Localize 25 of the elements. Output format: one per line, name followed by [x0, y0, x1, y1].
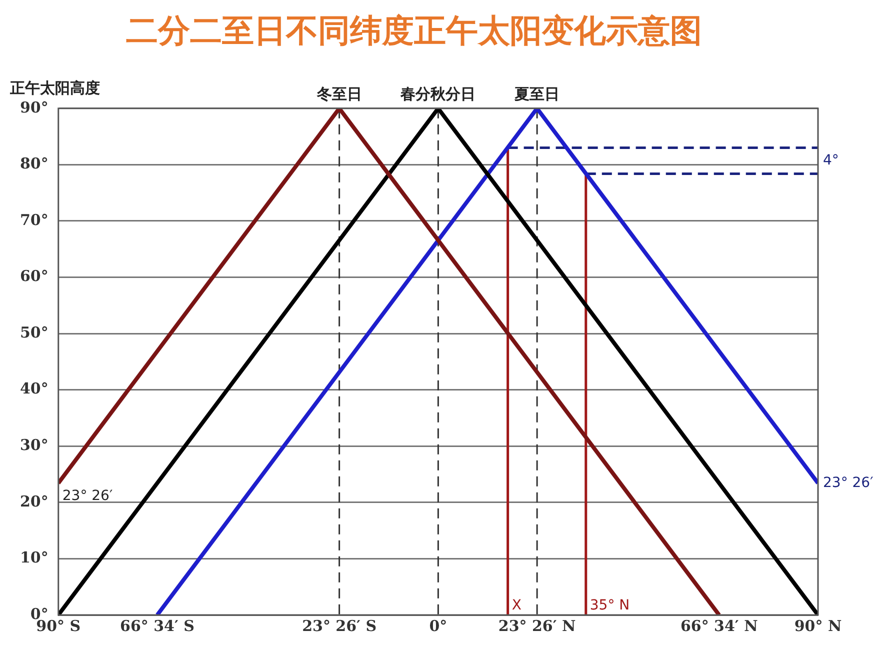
y-tick-label: 10°	[20, 548, 48, 567]
x-tick-label: 0°	[429, 616, 448, 635]
y-tick-label: 40°	[20, 380, 48, 398]
annotation: 23° 26′	[62, 488, 113, 504]
x-tick-label: 66° 34′ S	[120, 616, 194, 635]
annotation: 23° 26′	[823, 474, 874, 491]
chart-title: 二分二至日不同纬度正午太阳变化示意图	[126, 12, 702, 50]
x-tick-label: 66° 34′ N	[680, 616, 758, 635]
annotation: 35° N	[590, 598, 630, 614]
series-label: 冬至日	[316, 84, 362, 103]
x-tick-label: 23° 26′ N	[498, 616, 576, 635]
y-tick-label: 70°	[20, 210, 48, 229]
y-tick-label: 20°	[20, 492, 48, 510]
y-tick-label: 30°	[20, 436, 48, 454]
annotation: X	[512, 598, 522, 614]
text: 4°	[823, 152, 839, 168]
x-tick-label: 90° N	[794, 616, 842, 635]
series-label: 夏至日	[514, 84, 560, 103]
series-label: 春分秋分日	[400, 84, 476, 103]
y-tick-label: 60°	[20, 267, 48, 286]
x-tick-label: 23° 26′ S	[302, 616, 377, 635]
y-tick-label: 90°	[20, 98, 48, 116]
y-tick-label: 50°	[20, 323, 48, 342]
y-axis-title: 正午太阳高度	[9, 78, 100, 97]
y-tick-label: 80°	[20, 154, 48, 173]
